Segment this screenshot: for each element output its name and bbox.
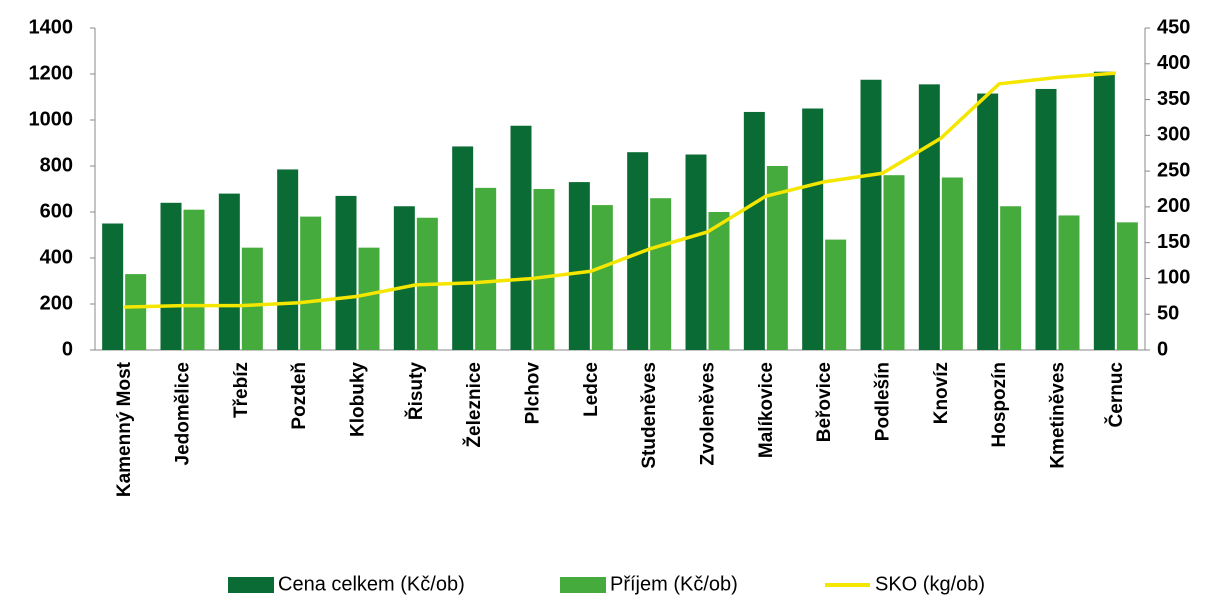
bar (568, 182, 590, 350)
bar (475, 187, 497, 350)
legend-label: SKO (kg/ob) (875, 573, 985, 595)
bar (802, 108, 824, 350)
bar (918, 84, 940, 350)
legend-label: Cena celkem (Kč/ob) (278, 573, 465, 595)
bar (1093, 71, 1115, 350)
y-tick-label: 1000 (29, 108, 74, 130)
x-tick-label: Studeněves (639, 362, 660, 469)
legend-swatch (560, 577, 606, 593)
x-tick-label: Plchov (523, 362, 544, 425)
y2-tick-label: 200 (1157, 195, 1190, 217)
bar (533, 189, 555, 350)
bar (277, 169, 299, 350)
bar (335, 195, 357, 350)
bar (393, 206, 415, 350)
bar (241, 247, 263, 350)
bar (941, 177, 963, 350)
y-tick-label: 1400 (29, 16, 74, 38)
bar (218, 193, 240, 350)
x-tick-label: Hospozín (989, 362, 1010, 448)
bar (1000, 206, 1022, 350)
bar (1058, 215, 1080, 350)
y-tick-label: 0 (62, 338, 73, 360)
y2-tick-label: 450 (1157, 16, 1190, 38)
bar (102, 223, 124, 350)
x-tick-label: Klobuky (348, 362, 369, 437)
y2-tick-label: 250 (1157, 159, 1190, 181)
x-tick-label: Ledce (581, 362, 602, 417)
bar (883, 175, 905, 350)
bar (977, 93, 999, 351)
y-tick-label: 1200 (29, 62, 74, 84)
bar (650, 198, 672, 350)
x-tick-label: Kamenný Most (114, 361, 135, 497)
bar (1116, 222, 1138, 350)
y-tick-label: 200 (40, 292, 73, 314)
y2-tick-label: 400 (1157, 52, 1190, 74)
bar (685, 154, 707, 350)
bar (1035, 88, 1057, 350)
bar (183, 209, 205, 350)
legend-label: Příjem (Kč/ob) (610, 573, 738, 595)
y-tick-label: 400 (40, 246, 73, 268)
bar (860, 79, 882, 350)
bar (627, 152, 649, 350)
bar (125, 274, 147, 350)
x-tick-label: Malíkovice (756, 362, 777, 458)
y2-tick-label: 50 (1157, 303, 1179, 325)
x-tick-label: Jedomělice (173, 362, 194, 466)
bar (708, 212, 730, 350)
bar (160, 202, 182, 350)
bar (452, 146, 474, 350)
line (124, 71, 1116, 309)
bar (766, 166, 788, 350)
bar (825, 239, 847, 350)
legend-swatch (228, 577, 274, 593)
x-tick-label: Zvoleněves (698, 362, 719, 466)
x-tick-label: Třebíz (231, 362, 252, 418)
y2-tick-label: 300 (1157, 124, 1190, 146)
bar (300, 216, 322, 350)
bar (591, 205, 613, 350)
x-tick-label: Podlešín (873, 362, 894, 441)
y2-tick-label: 350 (1157, 88, 1190, 110)
x-tick-label: Železnice (463, 362, 485, 448)
x-tick-label: Černuc (1105, 362, 1127, 428)
y2-tick-label: 150 (1157, 231, 1190, 253)
x-tick-label: Řisuty (405, 362, 427, 421)
bar (510, 125, 532, 350)
x-tick-label: Knovíz (931, 362, 952, 424)
y2-tick-label: 0 (1157, 338, 1168, 360)
x-tick-label: Kmetiněves (1048, 362, 1069, 469)
bar (743, 111, 765, 350)
y-tick-label: 800 (40, 154, 73, 176)
bar (358, 247, 380, 350)
x-tick-label: Beřovice (814, 362, 835, 442)
y-tick-label: 600 (40, 200, 73, 222)
x-tick-label: Pozdeň (289, 362, 310, 430)
y2-tick-label: 100 (1157, 267, 1190, 289)
